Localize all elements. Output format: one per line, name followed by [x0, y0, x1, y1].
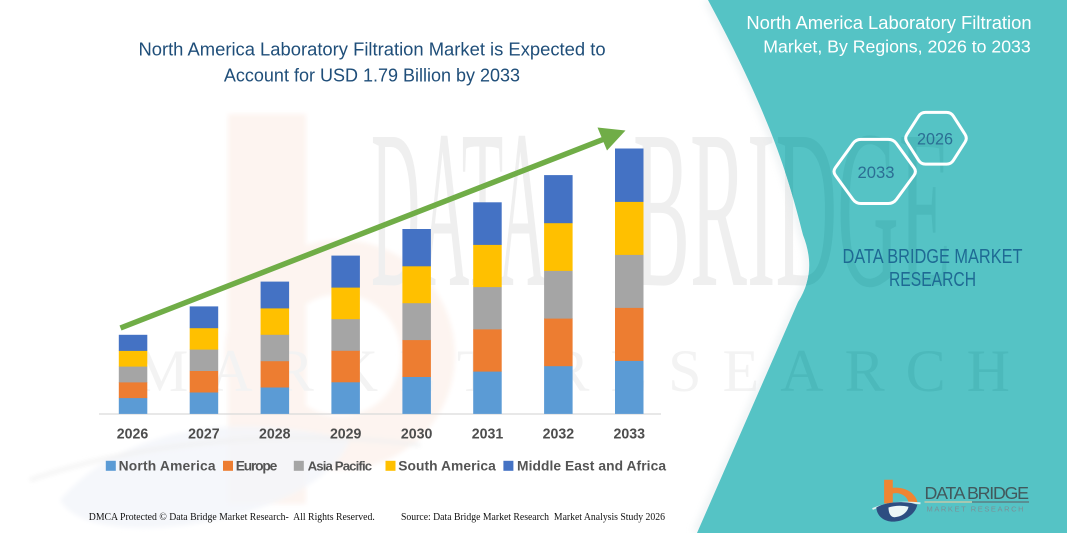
svg-text:2027: 2027 — [188, 426, 220, 442]
svg-text:RESEARCH: RESEARCH — [889, 269, 976, 291]
svg-text:Asia Pacific: Asia Pacific — [308, 458, 373, 473]
svg-text:2028: 2028 — [259, 426, 291, 442]
svg-text:2032: 2032 — [543, 426, 575, 442]
svg-text:Middle East and Africa: Middle East and Africa — [517, 458, 666, 473]
svg-text:DATA: DATA — [371, 84, 547, 334]
svg-text:2029: 2029 — [330, 426, 362, 442]
svg-text:MARKET RESEARCH: MARKET RESEARCH — [927, 504, 1024, 513]
svg-text:North America Laboratory Filtr: North America Laboratory Filtration Mark… — [138, 39, 605, 60]
svg-text:North America: North America — [119, 458, 216, 473]
svg-text:DATA BRIDGE MARKET: DATA BRIDGE MARKET — [843, 246, 1023, 268]
svg-text:Source: Data Bridge Market Res: Source: Data Bridge Market Research Mark… — [401, 512, 665, 523]
svg-text:DMCA Protected © Data Bridge M: DMCA Protected © Data Bridge Market Rese… — [89, 512, 375, 523]
svg-text:2031: 2031 — [472, 426, 504, 442]
svg-text:North America Laboratory Filtr: North America Laboratory Filtration — [746, 12, 1031, 33]
svg-text:2033: 2033 — [858, 163, 895, 182]
svg-text:Europe: Europe — [236, 458, 278, 473]
svg-text:2033: 2033 — [614, 426, 646, 442]
svg-text:DATA BRIDGE: DATA BRIDGE — [925, 483, 1030, 503]
svg-text:2030: 2030 — [401, 426, 433, 442]
svg-text:2026: 2026 — [917, 130, 953, 149]
svg-text:2026: 2026 — [117, 426, 149, 442]
svg-text:South America: South America — [398, 458, 496, 473]
svg-text:Market, By Regions, 2026 to 20: Market, By Regions, 2026 to 2033 — [763, 37, 1031, 57]
svg-text:Account for USD 1.79 Billion b: Account for USD 1.79 Billion by 2033 — [224, 66, 520, 86]
